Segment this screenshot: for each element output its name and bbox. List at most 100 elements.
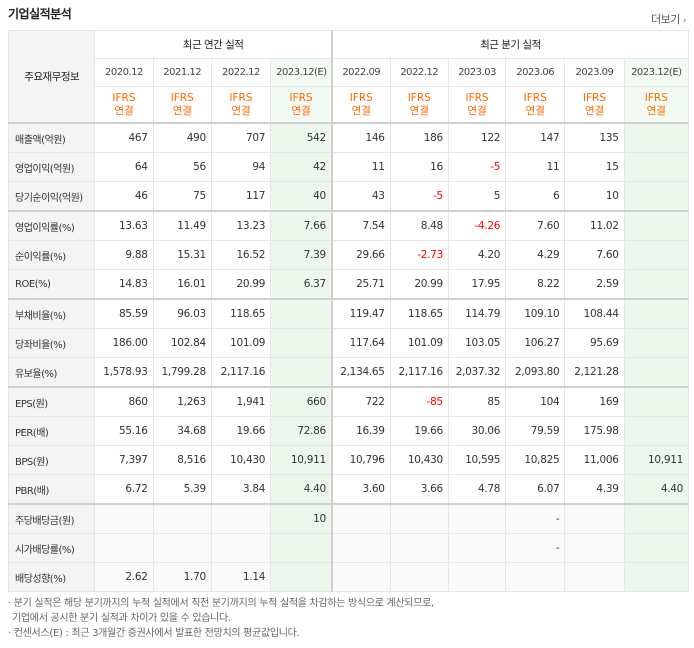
table-cell: 3.84 (210, 474, 272, 505)
row-label: 영업이익률(%) (7, 210, 96, 241)
table-cell: 95.69 (564, 328, 625, 358)
table-cell (623, 240, 690, 270)
table-cell: - (505, 503, 566, 534)
table-cell: 147 (505, 122, 566, 153)
table-cell: 4.29 (505, 240, 566, 270)
table-row: PER(배) 55.16 34.68 19.66 72.86 16.39 19.66 30.0… (7, 416, 690, 446)
table-row: 유보율(%) 1,578.93 1,799.28 2,117.16 2,134.65 2,… (7, 357, 690, 388)
row-label: 당기순이익(억원) (7, 181, 96, 212)
table-cell (94, 533, 154, 563)
table-cell: 46 (94, 181, 154, 212)
consolidation-label: 연결 (409, 104, 429, 117)
table-cell: 11 (330, 152, 391, 182)
ifrs-label: IFRS (289, 91, 313, 104)
accounting-standard: IFRS 연결 (270, 86, 333, 124)
table-cell (330, 562, 391, 592)
table-cell: 101.09 (389, 328, 449, 358)
ifrs-label: IFRS (229, 91, 253, 104)
table-cell: 25.71 (330, 269, 391, 300)
period-header: 2022.12 (389, 58, 449, 87)
table-cell: - (505, 533, 566, 563)
section-title: 기업실적분석 (8, 7, 72, 21)
table-cell (389, 533, 449, 563)
table-row: ROE(%) 14.83 16.01 20.99 6.37 25.71 20.99 17.95… (7, 269, 690, 300)
table-cell: 56 (152, 152, 212, 182)
table-cell: 6.72 (94, 474, 154, 505)
table-cell: 19.66 (210, 416, 272, 446)
table-cell: 103.05 (447, 328, 507, 358)
table-cell: 490 (152, 122, 212, 153)
table-cell: 118.65 (389, 298, 449, 329)
ifrs-label: IFRS (349, 91, 373, 104)
table-cell: 3.60 (330, 474, 391, 505)
table-cell: 4.78 (447, 474, 507, 505)
table-cell: 14.83 (94, 269, 154, 300)
table-cell: 15 (564, 152, 625, 182)
table-cell: 34.68 (152, 416, 212, 446)
table-cell: 40 (270, 181, 333, 212)
table-cell (270, 562, 333, 592)
table-cell (270, 357, 333, 388)
table-cell: 4.20 (447, 240, 507, 270)
table-cell (330, 503, 391, 534)
table-row: 순이익률(%) 9.88 15.31 16.52 7.39 29.66 -2.73 4.20 4… (7, 240, 690, 270)
period-header: 2023.12(E) (623, 58, 690, 87)
table-cell: 1,799.28 (152, 357, 212, 388)
table-cell: -5 (447, 152, 507, 182)
table-cell: 2,037.32 (447, 357, 507, 388)
table-cell: 2,093.80 (505, 357, 566, 388)
accounting-standard: IFRS 연결 (94, 86, 154, 124)
ifrs-label: IFRS (523, 91, 547, 104)
table-cell: 114.79 (447, 298, 507, 329)
table-cell: 6.37 (270, 269, 333, 300)
accounting-standard: IFRS 연결 (389, 86, 449, 124)
table-cell: 1.70 (152, 562, 212, 592)
table-cell: 85.59 (94, 298, 154, 329)
table-row: 당기순이익(억원) 46 75 117 40 43 -5 5 6 10 (7, 181, 690, 212)
table-cell (94, 503, 154, 534)
table-cell: 101.09 (210, 328, 272, 358)
row-label: 유보율(%) (7, 357, 96, 388)
table-cell (623, 503, 690, 534)
consolidation-label: 연결 (646, 104, 666, 117)
table-cell (270, 328, 333, 358)
table-cell: 4.40 (623, 474, 690, 505)
table-cell (270, 298, 333, 329)
table-cell: 11.49 (152, 210, 212, 241)
table-cell (623, 533, 690, 563)
table-cell (152, 533, 212, 563)
period-header: 2023.06 (505, 58, 566, 87)
table-row: 당좌비율(%) 186.00 102.84 101.09 117.64 101.09 103… (7, 328, 690, 358)
row-label: BPS(원) (7, 445, 96, 475)
table-cell: 8.48 (389, 210, 449, 241)
table-cell: 17.95 (447, 269, 507, 300)
table-cell (623, 269, 690, 300)
table-cell (623, 181, 690, 212)
table-cell (447, 533, 507, 563)
table-cell (447, 562, 507, 592)
table-cell: 8.22 (505, 269, 566, 300)
period-header: 2020.12 (94, 58, 154, 87)
quarter-header: 최근 분기 실적 (330, 30, 689, 59)
table-row: 배당성향(%) 2.62 1.70 1.14 (7, 562, 690, 592)
table-row: BPS(원) 7,397 8,516 10,430 10,911 10,796 10,430… (7, 445, 690, 475)
table-cell: 13.23 (210, 210, 272, 241)
table-row: 부채비율(%) 85.59 96.03 118.65 119.47 118.65 114.7… (7, 298, 690, 329)
table-cell: 104 (505, 386, 566, 417)
more-link[interactable]: 더보기 › (651, 11, 687, 27)
table-row: 영업이익(억원) 64 56 94 42 11 16 -5 11 15 (7, 152, 690, 182)
table-cell: 4.39 (564, 474, 625, 505)
table-cell: 186 (389, 122, 449, 153)
ifrs-label: IFRS (112, 91, 136, 104)
table-cell (564, 562, 625, 592)
table-cell: 79.59 (505, 416, 566, 446)
consolidation-label: 연결 (584, 104, 605, 117)
financial-summary-table: 주요재무정보 최근 연간 실적 최근 분기 실적 2020.12 2021.12 2… (7, 30, 690, 592)
table-cell: 4.40 (270, 474, 333, 505)
table-cell: 119.47 (330, 298, 391, 329)
table-cell: 55.16 (94, 416, 154, 446)
table-cell: 7.54 (330, 210, 391, 241)
table-cell (623, 562, 690, 592)
table-cell: 10,911 (270, 445, 333, 475)
accounting-standard: IFRS 연결 (623, 86, 690, 124)
